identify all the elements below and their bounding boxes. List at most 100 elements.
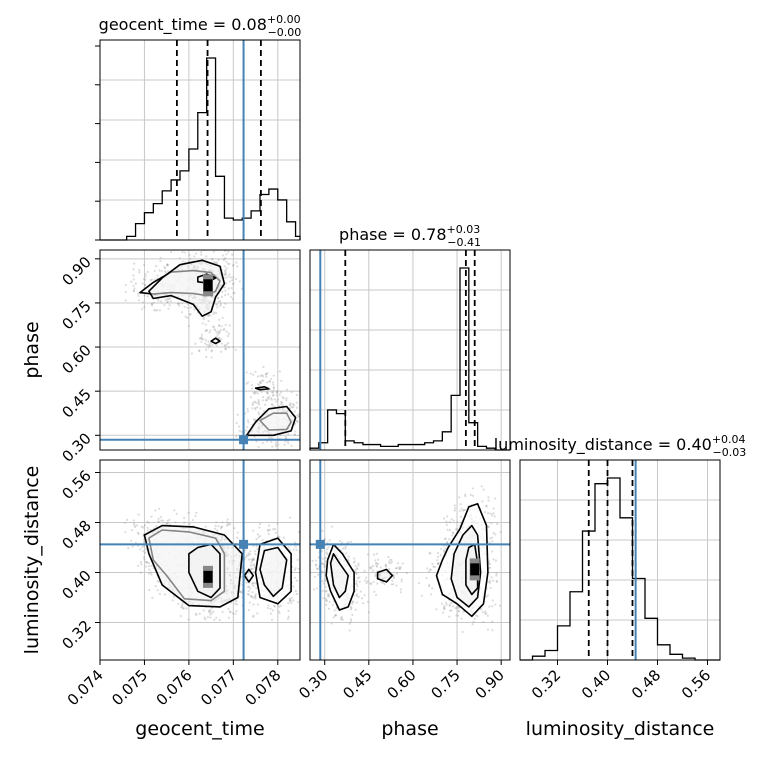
panel-phase_vs_geocent_time-sample bbox=[246, 410, 249, 413]
panel-phase_vs_geocent_time-sample bbox=[220, 295, 224, 298]
panel-luminosity_distance_vs_geocent_time-sample bbox=[249, 594, 252, 597]
panel-luminosity_distance_vs_geocent_time-sample bbox=[175, 512, 178, 515]
panel-phase_vs_geocent_time-sample bbox=[254, 408, 257, 411]
panel-luminosity_distance_vs_geocent_time-sample bbox=[143, 524, 147, 527]
panel-luminosity_distance_vs_phase-sample bbox=[392, 576, 395, 580]
panel-phase_vs_geocent_time-sample bbox=[142, 277, 145, 281]
panel-luminosity_distance_vs_geocent_time-sample bbox=[145, 561, 149, 564]
panel-luminosity_distance_vs_geocent_time-sample bbox=[149, 571, 153, 574]
panel-phase_vs_geocent_time-sample bbox=[204, 339, 207, 342]
panel-luminosity_distance_vs_geocent_time-sample bbox=[208, 610, 211, 613]
panel-phase_vs_geocent_time-sample bbox=[228, 280, 231, 283]
panel-phase_vs_geocent_time-sample bbox=[220, 325, 223, 328]
panel-phase_vs_geocent_time-sample bbox=[270, 403, 273, 406]
panel-luminosity_distance_vs_phase-sample bbox=[392, 576, 396, 579]
panel-luminosity_distance_vs_geocent_time-sample bbox=[278, 536, 281, 539]
panel-luminosity_distance_vs_geocent_time-sample bbox=[240, 590, 243, 593]
panel-luminosity_distance_vs_geocent_time-sample bbox=[228, 610, 231, 613]
panel-luminosity_distance_vs_phase-sample bbox=[443, 608, 446, 611]
panel-luminosity_distance_vs_phase-sample bbox=[375, 565, 379, 568]
panel-phase_vs_geocent_time-sample bbox=[259, 381, 262, 384]
panel-luminosity_distance_vs_geocent_time-sample bbox=[126, 518, 129, 521]
panel-phase_vs_geocent_time-sample bbox=[207, 346, 210, 349]
panel-luminosity_distance_vs_geocent_time-sample bbox=[254, 595, 257, 598]
panel-phase_vs_geocent_time-sample bbox=[218, 324, 221, 327]
phase-xtick-label-1: 0.45 bbox=[339, 666, 375, 702]
panel-luminosity_distance_vs_geocent_time-sample bbox=[150, 564, 153, 567]
panel-phase_vs_geocent_time-sample bbox=[217, 258, 220, 262]
panel-luminosity_distance_vs_phase-sample bbox=[493, 515, 496, 518]
panel-phase_vs_geocent_time-sample bbox=[285, 397, 288, 400]
panel-luminosity_distance_vs_geocent_time-sample bbox=[254, 593, 257, 596]
panel-luminosity_distance_vs_phase-sample bbox=[326, 548, 329, 551]
panel-phase_vs_geocent_time-sample bbox=[207, 314, 210, 317]
panel-luminosity_distance_vs_geocent_time-sample bbox=[168, 518, 171, 521]
panel-phase_vs_geocent_time-sample bbox=[261, 441, 264, 445]
luminosity_distance-xtick-label-0: 0.32 bbox=[528, 666, 564, 702]
panel-luminosity_distance_vs_geocent_time-sample bbox=[245, 555, 248, 559]
panel-phase_vs_geocent_time-sample bbox=[177, 304, 181, 307]
panel-phase_vs_geocent_time-sample bbox=[240, 430, 243, 434]
panel-luminosity_distance_vs_phase-sample bbox=[430, 593, 433, 596]
panel-luminosity_distance_vs_phase-sample bbox=[366, 553, 370, 556]
panel-phase_vs_geocent_time-sample bbox=[303, 404, 305, 406]
panel-phase_vs_geocent_time-sample bbox=[200, 250, 203, 254]
phase-xtick-label-4: 0.90 bbox=[472, 666, 508, 702]
panel-luminosity_distance_vs_phase-sample bbox=[321, 589, 325, 593]
panel-luminosity_distance_vs_geocent_time-sample bbox=[225, 524, 229, 527]
panel-luminosity_distance_vs_phase-sample bbox=[488, 605, 491, 608]
panel-luminosity_distance_vs_phase-sample bbox=[372, 580, 375, 584]
panel-luminosity_distance_vs_geocent_time-sample bbox=[213, 618, 216, 621]
panel-phase_vs_geocent_time-sample bbox=[236, 265, 239, 268]
panel-luminosity_distance_vs_phase-sample bbox=[388, 567, 391, 571]
panel-phase_vs_geocent_time-sample bbox=[228, 324, 231, 327]
panel-luminosity_distance_vs_geocent_time-sample bbox=[161, 519, 165, 522]
panel-luminosity_distance_vs_geocent_time-sample bbox=[154, 509, 157, 512]
panel-phase_vs_geocent_time-sample bbox=[224, 294, 227, 297]
panel-phase_vs_geocent_time-sample bbox=[138, 271, 141, 274]
panel-luminosity_distance_vs_geocent_time-sample bbox=[248, 553, 252, 556]
panel-luminosity_distance_vs_geocent_time-sample bbox=[155, 525, 158, 528]
panel-phase_vs_geocent_time-sample bbox=[134, 282, 137, 285]
panel-phase_vs_geocent_time-sample bbox=[150, 302, 153, 305]
panel-luminosity_distance_vs_phase-sample bbox=[484, 610, 487, 613]
panel-luminosity_distance_vs_geocent_time-sample bbox=[187, 511, 190, 514]
panel-phase_vs_geocent_time-sample bbox=[219, 302, 223, 306]
panel-luminosity_distance_vs_phase-truth-marker bbox=[315, 539, 325, 549]
panel-luminosity_distance_vs_geocent_time-sample bbox=[195, 511, 198, 514]
geocent_time-xtick-label-1: 0.075 bbox=[108, 666, 151, 709]
panel-luminosity_distance_vs_phase-sample bbox=[334, 614, 337, 617]
panel-luminosity_distance_vs_geocent_time-sample bbox=[252, 529, 255, 532]
panel-phase_vs_geocent_time-sample bbox=[237, 425, 241, 428]
panel-phase_vs_geocent_time-sample bbox=[274, 443, 277, 446]
panel-phase_vs_geocent_time-sample bbox=[281, 401, 284, 404]
panel-luminosity_distance_vs_geocent_time-content bbox=[100, 460, 300, 660]
panel-luminosity_distance_vs_geocent_time-sample bbox=[269, 612, 272, 615]
panel-luminosity_distance_vs_geocent_time-sample bbox=[123, 521, 127, 524]
panel-luminosity_distance_vs_phase-sample bbox=[456, 528, 459, 531]
panel-phase_vs_geocent_time-sample bbox=[272, 386, 276, 390]
panel-phase_vs_geocent_time-sample bbox=[130, 280, 133, 283]
panel-phase_vs_geocent_time-sample bbox=[220, 342, 223, 345]
panel-phase_vs_geocent_time-sample bbox=[223, 327, 226, 331]
panel-phase_vs_geocent_time-sample bbox=[247, 381, 250, 384]
panel-luminosity_distance_vs_geocent_time-sample bbox=[158, 507, 161, 510]
panel-luminosity_distance_vs_geocent_time-sample bbox=[279, 604, 282, 607]
panel-luminosity_distance_vs_phase-sample bbox=[485, 612, 488, 615]
panel-luminosity_distance_vs_phase-sample bbox=[324, 556, 327, 559]
panel-luminosity_distance_vs_phase-sample bbox=[334, 613, 337, 617]
panel-phase_vs_geocent_time-sample bbox=[181, 250, 184, 254]
panel-phase_vs_geocent_time-sample bbox=[249, 396, 253, 399]
panel-phase_vs_geocent_time-sample bbox=[197, 349, 201, 352]
panel-luminosity_distance_vs_geocent_time-sample bbox=[204, 525, 207, 528]
panel-phase_vs_geocent_time-sample bbox=[280, 379, 283, 382]
panel-phase_vs_geocent_time-sample bbox=[301, 399, 303, 401]
panel-luminosity_distance_vs_phase-sample bbox=[487, 496, 490, 499]
panel-luminosity_distance_vs_phase-sample bbox=[443, 605, 446, 608]
panel-luminosity_distance_vs_phase-sample bbox=[312, 588, 316, 591]
panel-phase_vs_geocent_time-sample bbox=[207, 344, 211, 347]
panel-phase_vs_geocent_time-sample bbox=[266, 381, 269, 384]
panel-luminosity_distance_vs_phase-sample bbox=[326, 553, 329, 556]
panel-luminosity_distance_vs_geocent_time-sample bbox=[258, 526, 261, 529]
panel-luminosity_distance_vs_phase-sample bbox=[369, 582, 372, 585]
